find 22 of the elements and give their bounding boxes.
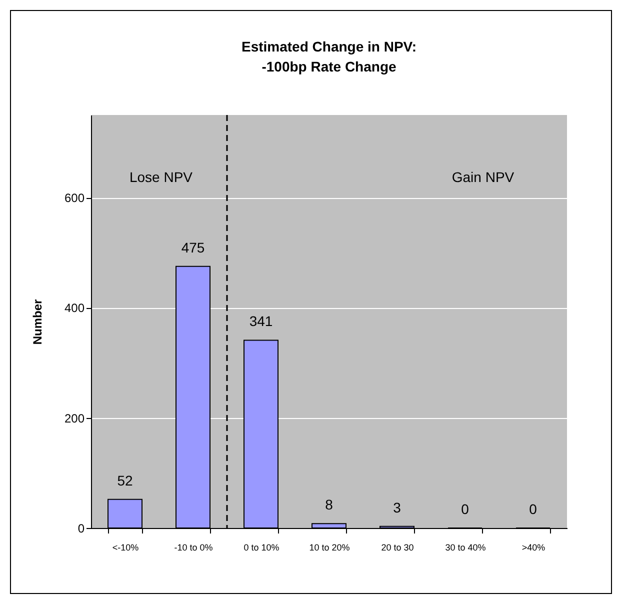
y-tick-label: 600 bbox=[64, 191, 85, 206]
chart-title: Estimated Change in NPV: -100bp Rate Change bbox=[241, 38, 417, 74]
x-tick-label: 20 to 30 bbox=[381, 542, 414, 552]
annotation: Lose NPV bbox=[129, 169, 194, 185]
y-axis-title: Number bbox=[30, 299, 44, 345]
x-tick-label: >40% bbox=[522, 542, 546, 552]
data-label: 8 bbox=[325, 496, 334, 513]
data-label: 341 bbox=[249, 313, 273, 330]
y-tick-label: 400 bbox=[64, 301, 85, 316]
data-label: 52 bbox=[117, 472, 133, 488]
x-tick-label: 0 to 10% bbox=[244, 542, 280, 552]
annotation: Gain NPV bbox=[452, 169, 515, 185]
data-label: 3 bbox=[393, 499, 402, 516]
y-tick-label: 200 bbox=[64, 411, 85, 426]
x-tick-label: -10 to 0% bbox=[174, 542, 213, 552]
x-tick-label: 30 to 40% bbox=[445, 542, 486, 552]
y-tick-label: 0 bbox=[78, 522, 85, 536]
x-tick-label: <-10% bbox=[112, 542, 139, 552]
data-label: 0 bbox=[529, 501, 538, 517]
x-tick-label: 10 to 20% bbox=[309, 542, 350, 552]
data-label: 475 bbox=[181, 239, 205, 256]
data-label: 0 bbox=[461, 501, 470, 517]
